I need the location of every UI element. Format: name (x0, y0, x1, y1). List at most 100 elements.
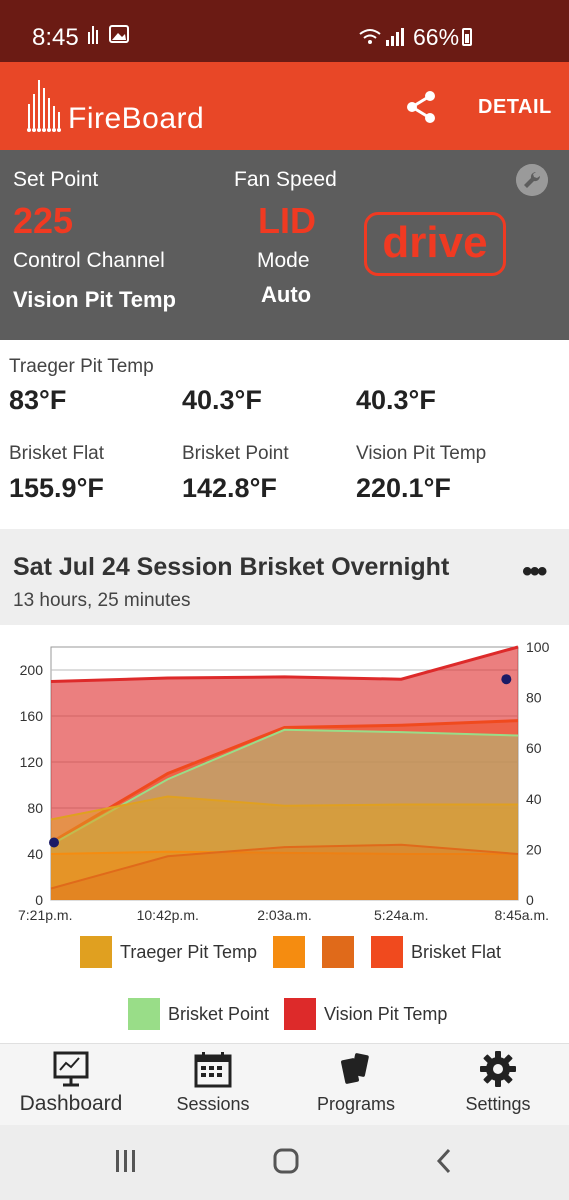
nav-sessions-label: Sessions (176, 1094, 250, 1114)
legend-item[interactable]: Brisket Flat (371, 936, 501, 968)
y-tick-right: 0 (526, 892, 534, 908)
wrench-icon[interactable] (516, 164, 548, 196)
series-line (50, 843, 519, 890)
series-line (50, 728, 519, 846)
x-tick-label: 5:24a.m. (374, 907, 428, 923)
dashboard-icon (53, 1051, 89, 1087)
legend-label: Vision Pit Temp (324, 1003, 448, 1024)
x-tick-label: 7:21p.m. (18, 907, 72, 923)
probe-6-label: Vision Pit Temp (356, 443, 487, 464)
activity-and-image-icon (88, 25, 129, 44)
legend-item[interactable]: Vision Pit Temp (284, 998, 447, 1030)
y-tick-left: 80 (27, 800, 43, 816)
legend-swatch (80, 936, 112, 968)
nav-programs-label: Programs (316, 1094, 396, 1114)
legend-label: Traeger Pit Temp (120, 941, 258, 962)
y-tick-left: 160 (20, 708, 44, 724)
programs-cards-icon (341, 1053, 369, 1084)
set-point-value[interactable]: 225 (13, 200, 74, 241)
legend-swatch (322, 936, 354, 968)
probe-4-label: Brisket Flat (9, 443, 105, 464)
series-line (50, 645, 519, 683)
chart-canvas: 0 40 80 120 160 200 0 20 40 60 80 100 7:21p.m. 10:42p… (18, 639, 550, 923)
nav-dashboard-label: Dashboard (19, 1092, 123, 1115)
status-time: 8:45 (32, 24, 79, 51)
wifi-signal-icon (358, 26, 408, 51)
start-marker (49, 837, 59, 848)
y-tick-right: 40 (526, 791, 542, 807)
y-tick-right: 60 (526, 740, 542, 756)
drive-control-panel: Set Point 225 Control Channel Vision Pit… (0, 150, 569, 340)
fan-speed-label: Fan Speed (234, 168, 337, 191)
status-bar: 8:45 66% (0, 0, 569, 62)
y-tick-left: 120 (20, 754, 44, 770)
share-icon[interactable] (404, 90, 438, 124)
legend-swatch (371, 936, 403, 968)
probe-1-label: Traeger Pit Temp (9, 356, 154, 377)
x-tick-label: 8:45a.m. (495, 907, 549, 923)
calendar-icon (194, 1052, 232, 1088)
x-tick-label: 10:42p.m. (137, 907, 199, 923)
series-line (50, 850, 518, 855)
home-icon[interactable] (272, 1147, 300, 1175)
bottom-navigation: Dashboard Sessions Programs (0, 1043, 569, 1125)
probe-1-value[interactable]: 83°F (9, 385, 67, 415)
mode-label: Mode (257, 249, 310, 272)
nav-dashboard[interactable]: Dashboard (14, 1050, 128, 1116)
detail-button[interactable]: DETAIL (478, 96, 552, 118)
nav-settings[interactable]: Settings (458, 1050, 538, 1115)
recent-apps-icon[interactable] (114, 1147, 138, 1175)
fireboard-logo-icon (27, 80, 61, 132)
end-marker (501, 674, 512, 685)
y-tick-left: 40 (27, 846, 43, 862)
legend-label: Brisket Point (168, 1003, 270, 1024)
nav-settings-label: Settings (465, 1094, 531, 1114)
legend-swatch (128, 998, 160, 1030)
set-point-label: Set Point (13, 168, 99, 191)
y-tick-right: 100 (526, 639, 550, 655)
probe-5-label: Brisket Point (182, 443, 289, 464)
system-navigation-bar (0, 1125, 569, 1200)
legend-label: Brisket Flat (411, 941, 502, 962)
legend-swatch (284, 998, 316, 1030)
probe-4-value[interactable]: 155.9°F (9, 473, 104, 503)
series-line (50, 719, 519, 844)
probe-5-value[interactable]: 142.8°F (182, 473, 277, 503)
session-header: Sat Jul 24 Session Brisket Overnight 13 … (0, 529, 569, 625)
battery-percent: 66% (413, 24, 460, 50)
back-icon[interactable] (434, 1147, 454, 1175)
app-bar: FireBoard DETAIL (0, 62, 569, 150)
more-options-icon[interactable]: ••• (522, 555, 547, 588)
probe-3-value[interactable]: 40.3°F (356, 385, 436, 415)
y-tick-right: 80 (526, 690, 542, 706)
series-area (51, 844, 518, 900)
y-tick-left: 0 (35, 892, 43, 908)
legend-item[interactable] (322, 936, 362, 968)
session-duration: 13 hours, 25 minutes (13, 590, 191, 611)
mode-value[interactable]: Auto (261, 282, 312, 307)
legend-item[interactable]: Traeger Pit Temp (80, 936, 257, 968)
notification-icons (88, 24, 132, 50)
fan-speed-value: LID (258, 200, 316, 241)
drive-badge[interactable]: drive (364, 212, 506, 276)
probe-readings: Traeger Pit Temp 83°F 40.3°F 40.3°F Bris… (0, 340, 569, 528)
control-channel-value[interactable]: Vision Pit Temp (13, 287, 176, 312)
control-channel-label: Control Channel (13, 249, 165, 272)
legend-item[interactable] (273, 936, 313, 968)
nav-sessions[interactable]: Sessions (167, 1050, 259, 1115)
y-tick-left: 200 (20, 662, 44, 678)
legend-swatch (273, 936, 305, 968)
probe-6-value[interactable]: 220.1°F (356, 473, 451, 503)
app-logo-text: FireBoard (68, 102, 205, 135)
series-line (50, 795, 518, 821)
session-title: Sat Jul 24 Session Brisket Overnight (13, 553, 450, 581)
gear-icon (480, 1051, 516, 1087)
nav-programs[interactable]: Programs (308, 1050, 404, 1115)
x-tick-label: 2:03a.m. (257, 907, 311, 923)
battery-icon (462, 28, 472, 46)
probe-2-value[interactable]: 40.3°F (182, 385, 262, 415)
series-area (51, 851, 518, 900)
y-tick-right: 20 (526, 841, 542, 857)
legend-item[interactable]: Brisket Point (128, 998, 269, 1030)
temperature-chart: 0 40 80 120 160 200 0 20 40 60 80 100 7:21p.m. 10:42p… (0, 625, 569, 1045)
